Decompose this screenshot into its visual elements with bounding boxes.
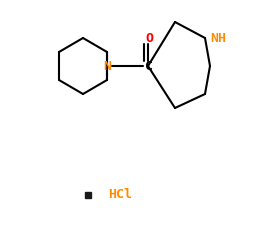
Text: C: C <box>145 59 153 73</box>
Text: O: O <box>145 32 153 45</box>
Text: N: N <box>103 59 111 73</box>
Text: NH: NH <box>210 32 226 45</box>
Text: HCl: HCl <box>108 188 132 201</box>
